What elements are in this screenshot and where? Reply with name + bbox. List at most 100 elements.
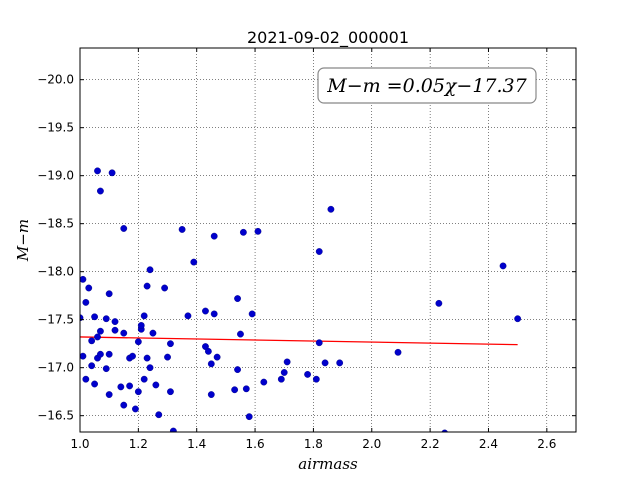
- data-point: [167, 388, 174, 396]
- points-group: [80, 167, 522, 432]
- data-point: [91, 313, 98, 321]
- data-point: [207, 391, 215, 398]
- data-point: [137, 322, 145, 329]
- data-point: [315, 248, 323, 255]
- data-point: [111, 318, 119, 325]
- data-point: [321, 359, 329, 367]
- annotation-box: M−m =0.05χ−17.37: [317, 67, 537, 104]
- data-point: [120, 225, 128, 232]
- data-point: [88, 337, 96, 345]
- data-point: [283, 358, 291, 366]
- data-point: [97, 327, 104, 335]
- data-point: [85, 284, 93, 292]
- data-point: [143, 354, 151, 362]
- y-tick-label: −19.0: [37, 169, 74, 183]
- data-point: [80, 352, 87, 360]
- x-tick-label: 2.0: [362, 437, 381, 451]
- data-point: [152, 381, 160, 389]
- data-point: [82, 375, 90, 383]
- data-point: [231, 386, 239, 394]
- data-point: [441, 429, 448, 432]
- data-point: [190, 258, 198, 266]
- data-point: [149, 329, 157, 337]
- y-tick-label: −19.5: [37, 121, 74, 135]
- data-point: [105, 290, 113, 298]
- x-tick-label: 2.2: [421, 437, 440, 451]
- data-point: [97, 350, 104, 358]
- data-point: [213, 353, 221, 361]
- fit-line: [80, 336, 518, 346]
- data-point: [304, 370, 311, 378]
- fit-equation: M−m =0.05χ−17.37: [326, 75, 527, 97]
- data-point: [260, 378, 268, 386]
- data-point: [134, 338, 142, 346]
- plot-frame: [79, 47, 577, 433]
- data-point: [239, 228, 247, 236]
- data-point: [210, 310, 218, 318]
- data-point: [167, 340, 174, 348]
- data-point: [120, 329, 128, 337]
- data-point: [91, 380, 98, 388]
- data-point: [237, 330, 244, 338]
- data-point: [105, 391, 113, 398]
- annotation-frame: [317, 67, 537, 104]
- x-tick-label: 1.0: [70, 437, 89, 451]
- data-point: [178, 226, 186, 233]
- data-point: [146, 266, 154, 274]
- data-point: [126, 382, 134, 390]
- x-tick-label: 1.6: [246, 437, 265, 451]
- data-point: [184, 312, 192, 320]
- data-point: [514, 315, 522, 323]
- data-point: [88, 362, 96, 370]
- y-tick-label: −17.0: [37, 361, 74, 375]
- data-point: [146, 364, 154, 372]
- data-point: [312, 375, 320, 383]
- data-point: [117, 383, 125, 391]
- data-point: [102, 365, 110, 373]
- x-tick-label: 1.8: [304, 437, 323, 451]
- data-point: [161, 284, 169, 292]
- data-point: [234, 366, 241, 373]
- data-point: [97, 187, 104, 195]
- data-point: [204, 347, 212, 355]
- data-point: [129, 352, 136, 360]
- data-point: [94, 333, 101, 341]
- x-tick-label: 2.6: [537, 437, 556, 451]
- grid: [79, 48, 576, 432]
- y-tick-label: −18.0: [37, 265, 74, 279]
- data-point: [82, 298, 90, 306]
- x-tick-label: 1.4: [187, 437, 206, 451]
- data-point: [210, 232, 218, 240]
- plot-background: [80, 48, 576, 432]
- data-point: [277, 375, 285, 383]
- data-point: [254, 227, 262, 235]
- data-point: [111, 326, 119, 334]
- data-point: [143, 282, 151, 290]
- data-point: [140, 312, 148, 320]
- data-point: [315, 339, 323, 347]
- data-point: [134, 388, 142, 396]
- chart-title: 2021-09-02_000001: [247, 28, 409, 48]
- data-point: [242, 385, 250, 393]
- y-tick-label: −18.5: [37, 217, 74, 231]
- data-point: [108, 169, 116, 177]
- data-point: [394, 348, 402, 356]
- data-point: [132, 405, 139, 413]
- data-point: [155, 411, 163, 419]
- data-point: [234, 295, 241, 302]
- data-point: [102, 315, 110, 323]
- data-point: [94, 167, 101, 175]
- y-tick-label: −17.5: [37, 313, 74, 327]
- data-point: [245, 413, 253, 421]
- y-tick-label: −16.5: [37, 409, 74, 423]
- y-axis-label: M−m: [14, 219, 32, 262]
- data-point: [499, 262, 507, 270]
- data-point: [336, 359, 344, 367]
- data-point: [169, 427, 177, 432]
- data-point: [280, 369, 288, 376]
- data-point: [327, 205, 335, 213]
- data-point: [202, 307, 209, 315]
- x-axis-label: airmass: [298, 455, 358, 473]
- x-tick-label: 1.2: [129, 437, 148, 451]
